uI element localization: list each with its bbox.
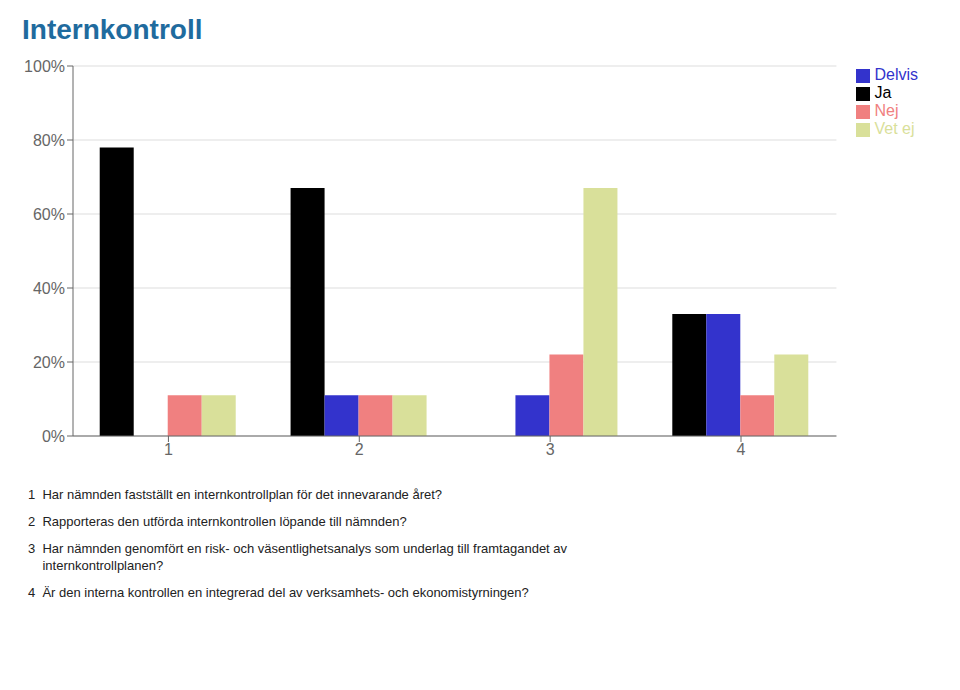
html-text:Ja: Ja [874, 84, 892, 101]
html-text:Nej: Nej [874, 102, 899, 119]
html-text:4 Är den interna kontrollen en: 4 Är den interna kontrollen en integrera… [28, 585, 529, 600]
html-text:2 Rapporteras den utförda inte: 2 Rapporteras den utförda internkontroll… [28, 514, 407, 529]
svg-text:2: 2 [355, 441, 364, 458]
svg-text:20%: 20% [33, 354, 65, 371]
svg-text:100%: 100% [24, 58, 65, 75]
svg-text:60%: 60% [33, 206, 65, 223]
html-text:Vet ej: Vet ej [874, 120, 915, 137]
svg-text:80%: 80% [33, 132, 65, 149]
html-text:Internkontroll: Internkontroll [22, 14, 203, 45]
svg-text:3: 3 [546, 441, 555, 458]
svg-text:4: 4 [737, 441, 746, 458]
svg-text:1: 1 [164, 441, 173, 458]
html-text:Delvis: Delvis [874, 66, 918, 83]
svg-text:40%: 40% [33, 280, 65, 297]
svg-text:0%: 0% [42, 428, 65, 445]
html-text:3 Har nämnden genomfört en ris: 3 Har nämnden genomfört en risk- och väs… [28, 541, 568, 573]
html-text:1 Har nämnden fastställt en in: 1 Har nämnden fastställt en internkontro… [28, 487, 443, 502]
